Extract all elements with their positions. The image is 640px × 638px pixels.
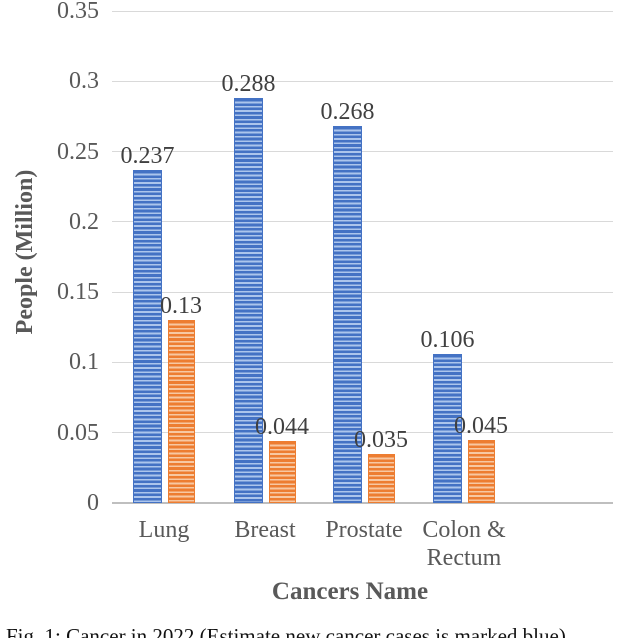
bar-breast-series1 [234,98,263,503]
y-tick-label-0.3: 0.3 [69,68,99,95]
gridline-0.1 [112,361,613,363]
category-label-prostate: Prostate [325,517,403,543]
y-axis-title: People (Million) [12,169,38,335]
category-label-lung: Lung [138,517,190,543]
category-label-colon-rectum: Colon & Rectum [422,517,506,571]
data-label-colon-rectum-series2: 0.045 [454,412,508,439]
y-tick-label-0.1: 0.1 [69,349,99,376]
y-tick-label-0.35: 0.35 [57,0,99,24]
gridline-0.15 [112,291,613,293]
y-tick-label-0.15: 0.15 [57,279,99,306]
data-label-lung-series1: 0.237 [120,142,175,169]
gridline-0.35 [112,10,613,12]
bar-prostate-series1 [333,126,362,503]
bar-lung-series2 [167,320,195,503]
y-tick-label-0.2: 0.2 [69,208,99,235]
y-tick-label-0.25: 0.25 [57,138,99,165]
data-label-lung-series2: 0.13 [160,293,202,320]
data-label-breast-series2: 0.044 [255,414,309,441]
gridline-0.25 [112,151,613,153]
y-tick-label-0: 0 [87,490,99,516]
data-label-colon-rectum-series1: 0.106 [420,326,475,353]
x-axis-title: Cancers Name [271,578,429,605]
gridline-0.3 [112,80,613,82]
bar-colon-rectum-series1 [433,353,462,503]
data-label-prostate-series1: 0.268 [320,99,375,126]
figure-caption: Fig. 1: Cancer in 2022 (Estimate new can… [6,624,566,638]
bar-breast-series2 [268,441,296,503]
category-label-breast: Breast [234,517,296,543]
x-axis-line [112,502,613,504]
y-tick-label-0.05: 0.05 [57,419,99,446]
gridline-0.05 [112,432,613,434]
bar-colon-rectum-series2 [467,439,495,503]
data-label-breast-series1: 0.288 [221,71,276,98]
bar-prostate-series2 [367,453,395,503]
data-label-prostate-series2: 0.035 [354,426,408,453]
gridline-0.2 [112,221,613,223]
bar-lung-series1 [133,169,162,503]
